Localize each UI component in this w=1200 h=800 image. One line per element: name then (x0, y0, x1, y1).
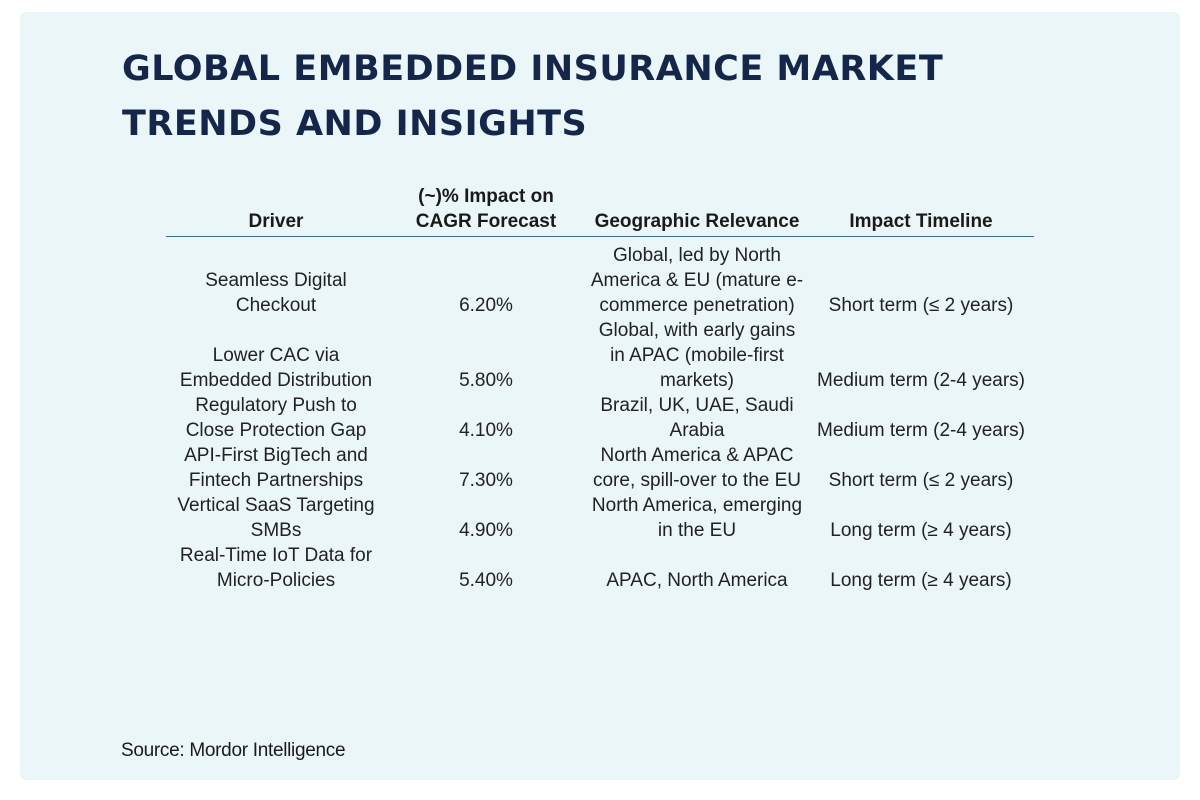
cell-timeline: Long term (≥ 4 years) (830, 520, 1012, 541)
cell-impact: 5.80% (459, 370, 513, 391)
title-line-1: GLOBAL EMBEDDED INSURANCE MARKET (122, 49, 944, 89)
table-row: API-First BigTech and Fintech Partnershi… (166, 443, 1034, 493)
cell-geo: Global, led by North America & EU (matur… (590, 245, 804, 316)
cell-impact: 6.20% (459, 295, 513, 316)
table-row: Regulatory Push to Close Protection Gap … (166, 393, 1034, 443)
cell-driver: Lower CAC via Embedded Distribution (179, 345, 373, 391)
table-row: Seamless Digital Checkout 6.20% Global, … (166, 237, 1034, 319)
title-line-2: TRENDS AND INSIGHTS (122, 104, 588, 144)
cell-driver: Seamless Digital Checkout (205, 270, 347, 316)
cell-geo: APAC, North America (606, 570, 788, 591)
cell-geo: Global, with early gains in APAC (mobile… (598, 320, 796, 391)
table-row: Vertical SaaS Targeting SMBs 4.90% North… (166, 493, 1034, 543)
table-header-row: Driver (~)% Impact on CAGR Forecast Geog… (166, 184, 1034, 237)
cell-driver: Vertical SaaS Targeting SMBs (177, 495, 375, 541)
table-row: Lower CAC via Embedded Distribution 5.80… (166, 318, 1034, 393)
cell-impact: 4.10% (459, 420, 513, 441)
cell-driver: Real-Time IoT Data for Micro-Policies (179, 545, 373, 591)
source-note: Source: Mordor Intelligence (121, 740, 346, 761)
header-impact-timeline: Impact Timeline (808, 184, 1034, 237)
cell-timeline: Medium term (2-4 years) (817, 370, 1025, 391)
cell-geo: North America & APAC core, spill-over to… (592, 445, 802, 491)
cell-impact: 4.90% (459, 520, 513, 541)
cell-impact: 5.40% (459, 570, 513, 591)
cell-geo: North America, emerging in the EU (591, 495, 803, 541)
table-row: Real-Time IoT Data for Micro-Policies 5.… (166, 543, 1034, 593)
cell-timeline: Short term (≤ 2 years) (828, 295, 1014, 316)
page-title: GLOBAL EMBEDDED INSURANCE MARKET TRENDS … (122, 42, 943, 152)
cell-driver: Regulatory Push to Close Protection Gap (185, 395, 367, 441)
content-card: GLOBAL EMBEDDED INSURANCE MARKET TRENDS … (20, 12, 1180, 780)
cell-driver: API-First BigTech and Fintech Partnershi… (184, 445, 368, 491)
cell-geo: Brazil, UK, UAE, Saudi Arabia (600, 395, 794, 441)
cell-timeline: Long term (≥ 4 years) (830, 570, 1012, 591)
cell-timeline: Medium term (2-4 years) (817, 420, 1025, 441)
header-driver: Driver (166, 184, 386, 237)
header-geographic-relevance: Geographic Relevance (586, 184, 808, 237)
cell-impact: 7.30% (459, 470, 513, 491)
cell-timeline: Short term (≤ 2 years) (828, 470, 1014, 491)
market-drivers-table: Driver (~)% Impact on CAGR Forecast Geog… (166, 184, 1034, 593)
header-impact: (~)% Impact on CAGR Forecast (386, 184, 586, 237)
